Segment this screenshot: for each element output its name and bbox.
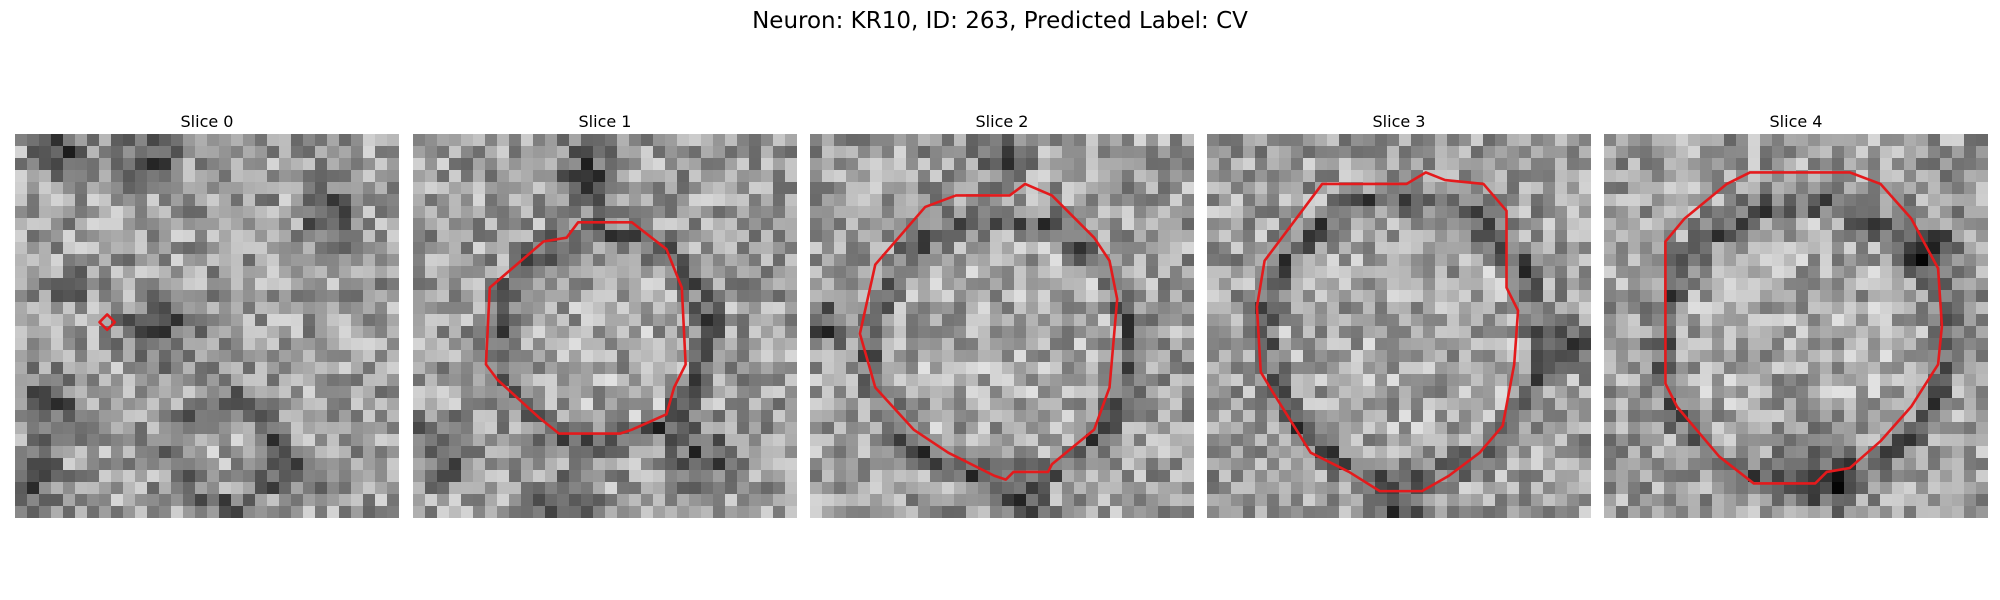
panel-slice-3: Slice 3 bbox=[1207, 110, 1591, 518]
pixel-texture bbox=[413, 134, 797, 518]
slice-image bbox=[15, 134, 399, 518]
slice-image bbox=[1604, 134, 1988, 518]
pixel-texture bbox=[1604, 134, 1988, 518]
pixel-texture bbox=[1207, 134, 1591, 518]
panel-title: Slice 0 bbox=[180, 112, 234, 131]
roi-outline bbox=[858, 182, 1119, 481]
panel-title: Slice 1 bbox=[578, 112, 632, 131]
slice-image bbox=[1207, 134, 1591, 518]
slice-image bbox=[810, 134, 1194, 518]
pixel-texture bbox=[810, 134, 1194, 518]
roi-outline bbox=[484, 221, 687, 435]
roi-outline bbox=[98, 313, 117, 332]
panel-title: Slice 3 bbox=[1372, 112, 1426, 131]
panel-slice-0: Slice 0 bbox=[15, 110, 399, 518]
roi-outline bbox=[1664, 171, 1944, 485]
pixel-texture bbox=[15, 134, 399, 518]
figure-title: Neuron: KR10, ID: 263, Predicted Label: … bbox=[752, 8, 1248, 34]
panel-slice-1: Slice 1 bbox=[413, 110, 797, 518]
slice-image bbox=[413, 134, 797, 518]
panel-title: Slice 2 bbox=[975, 112, 1029, 131]
panel-title: Slice 4 bbox=[1769, 112, 1823, 131]
panel-slice-2: Slice 2 bbox=[810, 110, 1194, 518]
roi-outline bbox=[1255, 171, 1520, 493]
panel-slice-4: Slice 4 bbox=[1604, 110, 1988, 518]
